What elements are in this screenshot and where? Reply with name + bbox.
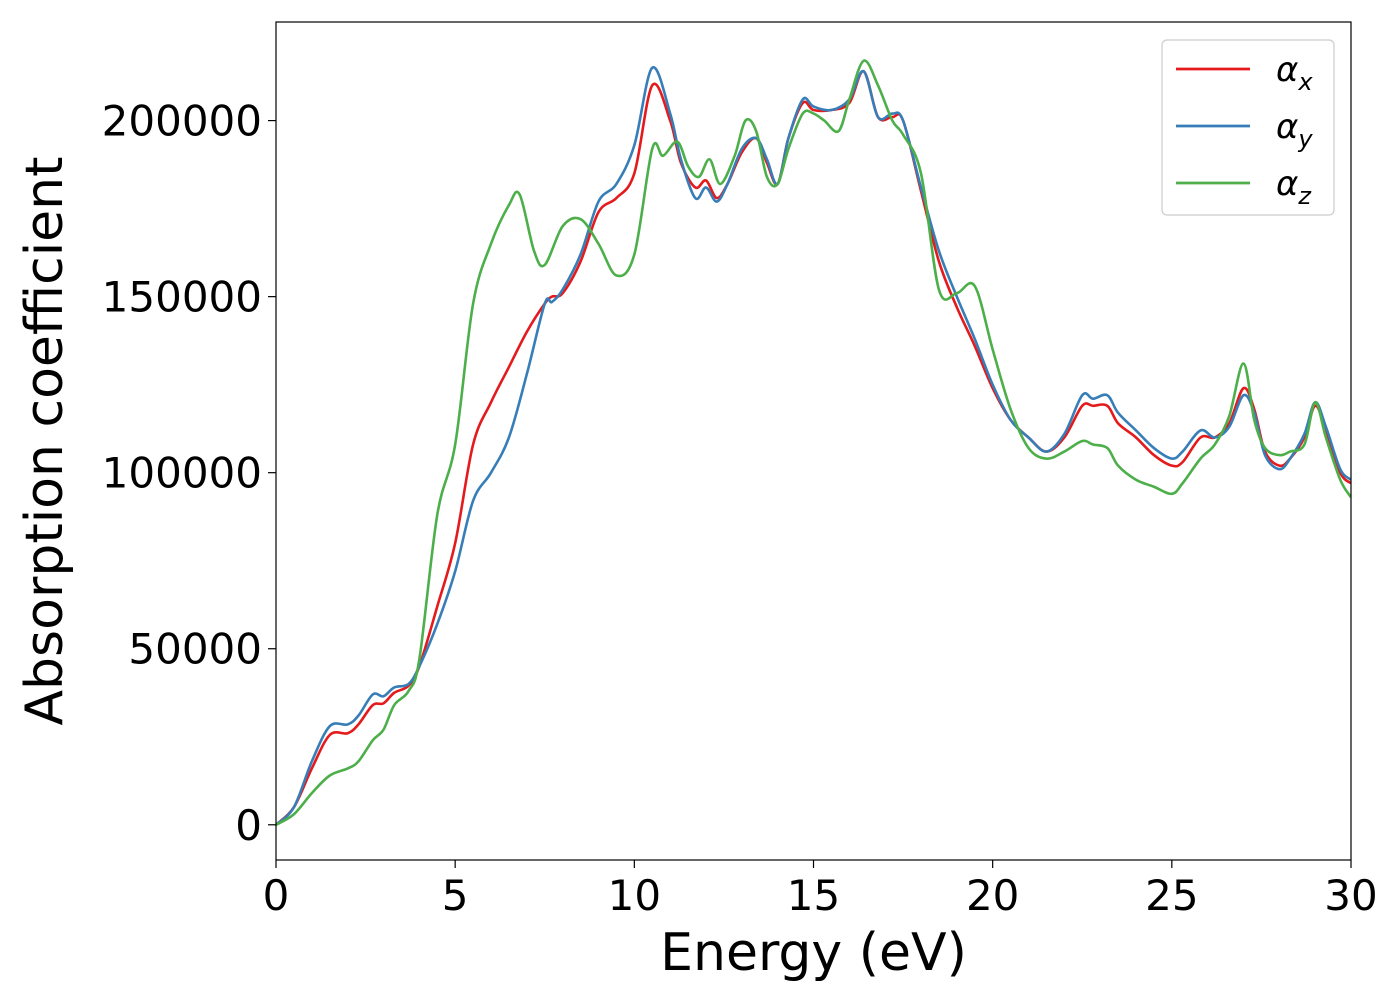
x-tick-label: 5 <box>442 871 469 920</box>
y-tick-label: 150000 <box>102 273 262 322</box>
x-tick-label: 0 <box>263 871 290 920</box>
legend-label-alpha-z: αz <box>1276 164 1312 210</box>
y-tick-label: 0 <box>235 801 262 850</box>
x-tick-label: 20 <box>966 871 1019 920</box>
series-line-alpha-z <box>276 59 1351 826</box>
legend: αx αy αz <box>1161 39 1335 216</box>
legend-label-alpha-x: αx <box>1276 50 1313 96</box>
y-tick-label: 100000 <box>102 449 262 498</box>
series-layer <box>276 59 1351 826</box>
y-tick-label: 200000 <box>102 97 262 146</box>
x-tick-label: 10 <box>608 871 661 920</box>
y-tick-label: 50000 <box>128 625 262 674</box>
x-tick-label: 30 <box>1324 871 1377 920</box>
series-line-alpha-x <box>276 69 1351 826</box>
x-tick-label: 15 <box>787 871 840 920</box>
x-axis-title: Energy (eV) <box>660 923 967 983</box>
legend-label-alpha-y: αy <box>1276 107 1313 153</box>
x-axis-ticks: 0 5 10 15 20 25 30 <box>263 860 1378 920</box>
legend-box <box>1161 39 1335 216</box>
series-line-alpha-y <box>276 66 1351 826</box>
x-tick-label: 25 <box>1145 871 1198 920</box>
y-axis-title: Absorption coefficient <box>15 156 75 725</box>
y-axis-ticks: 0 50000 100000 150000 200000 <box>102 97 276 850</box>
